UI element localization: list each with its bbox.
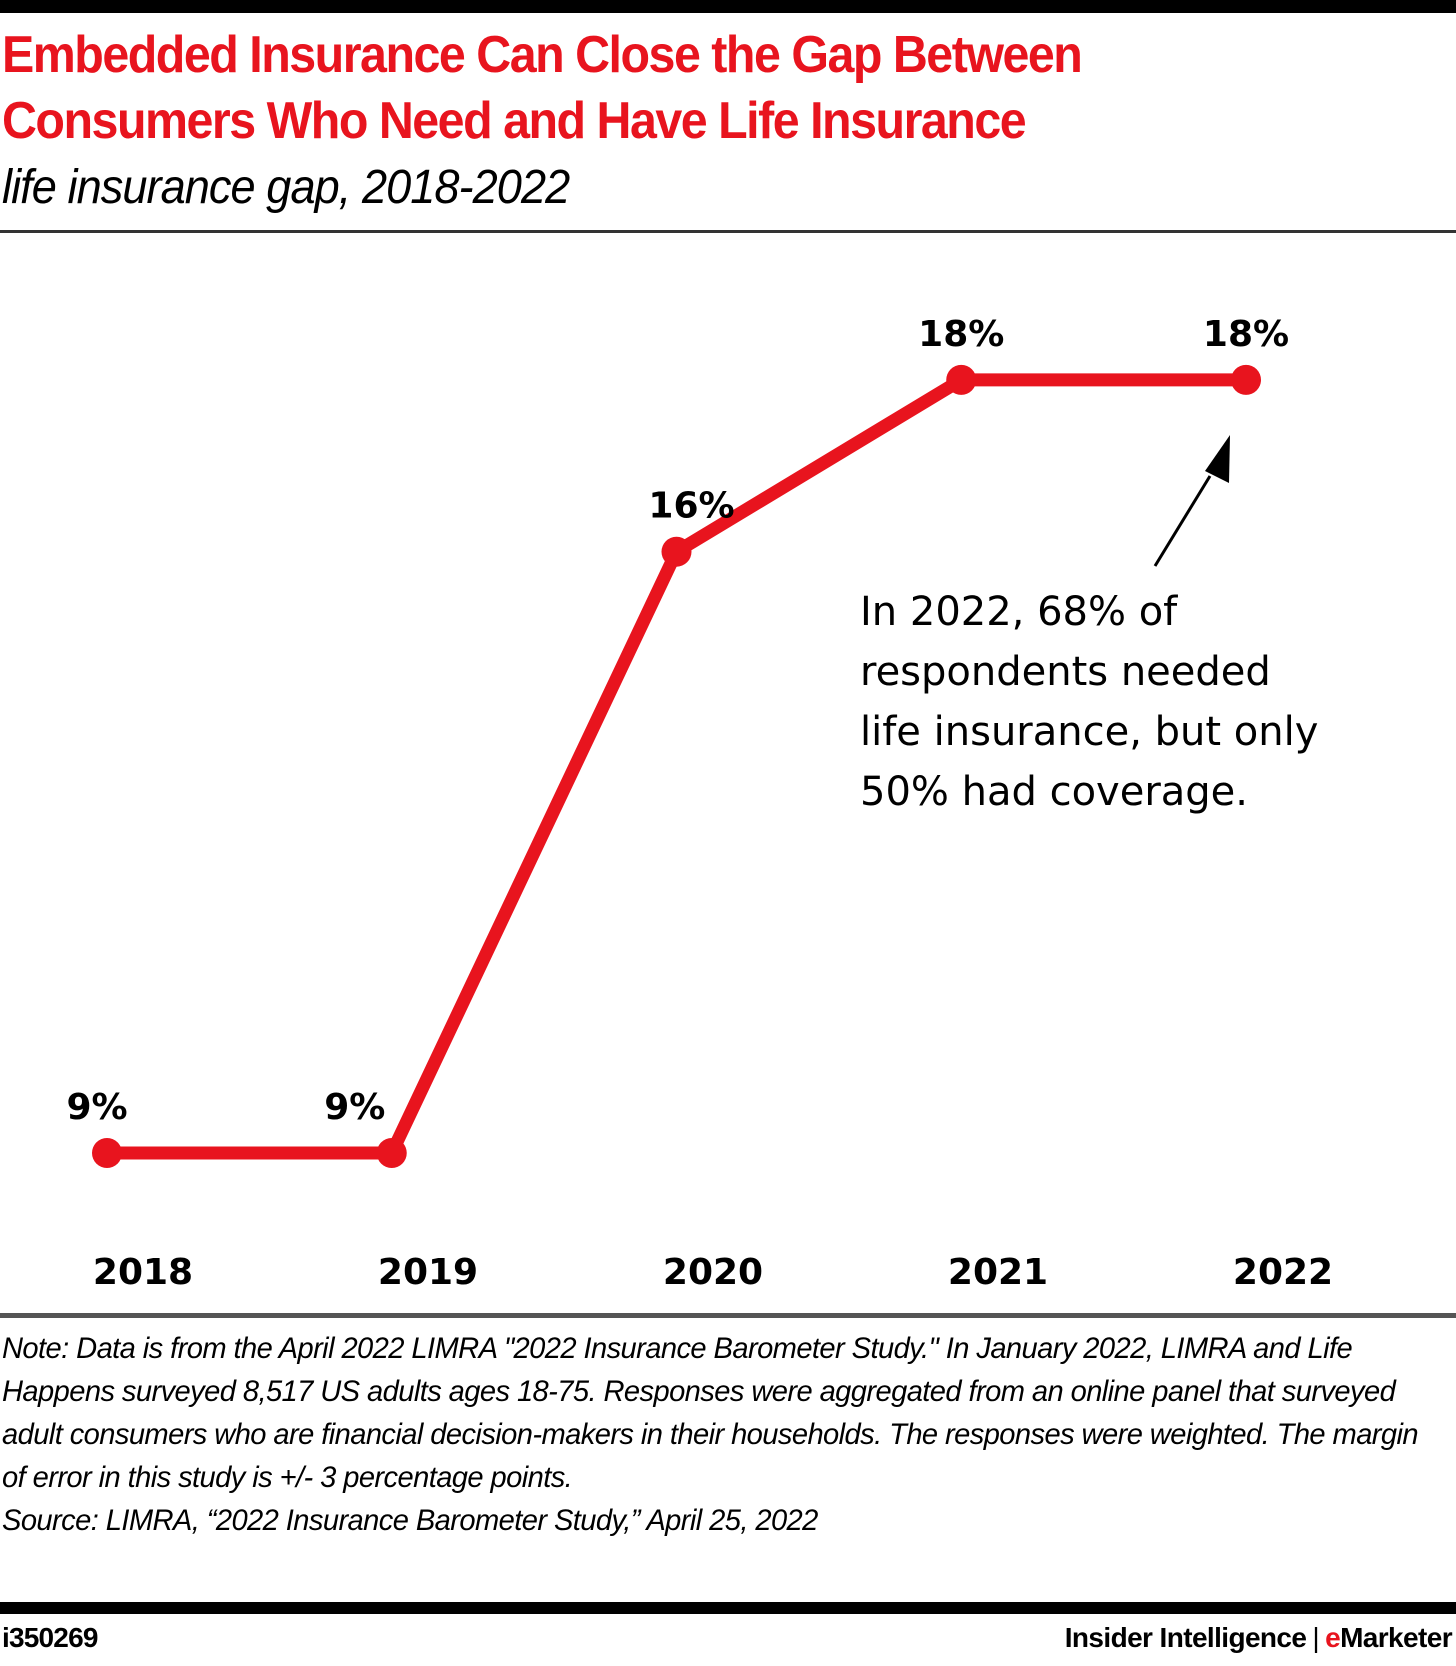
brand-accent-letter: e: [1325, 1622, 1341, 1653]
data-label: 9%: [66, 1087, 127, 1128]
brand-secondary: Marketer: [1340, 1622, 1453, 1653]
x-tick-label: 2019: [378, 1252, 478, 1293]
data-label: 9%: [324, 1087, 385, 1128]
note-text: Note: Data is from the April 2022 LIMRA …: [2, 1332, 1419, 1494]
chart-subtitle: life insurance gap, 2018-2022: [2, 161, 570, 214]
x-tick-label: 2022: [1233, 1252, 1333, 1293]
data-label: 18%: [1203, 314, 1289, 355]
brand-primary: Insider Intelligence: [1064, 1622, 1307, 1653]
x-tick-label: 2018: [93, 1252, 193, 1293]
source-text: Source: LIMRA, “2022 Insurance Barometer…: [2, 1504, 818, 1537]
data-point: [92, 1138, 122, 1168]
data-point: [376, 1138, 407, 1168]
brand-logo: Insider Intelligence | eMarketer: [1064, 1622, 1453, 1654]
top-rule: [0, 0, 1456, 13]
x-tick-label: 2020: [663, 1252, 763, 1293]
chart-title: Embedded Insurance Can Close the Gap Bet…: [2, 26, 1083, 150]
x-tick-label: 2021: [948, 1252, 1048, 1293]
chart-id: i350269: [2, 1622, 98, 1653]
annotation-arrow-head: [1205, 435, 1230, 483]
chart-divider: [0, 1313, 1456, 1318]
data-label: 18%: [918, 314, 1004, 355]
point-layer: [92, 364, 1261, 1168]
footnote: Note: Data is from the April 2022 LIMRA …: [2, 1327, 1419, 1542]
data-point: [946, 364, 977, 395]
header-divider: [0, 230, 1456, 233]
data-point: [661, 536, 692, 567]
line-chart: 9% 9% 16% 18% 18% 2018 2019 2020 2021 2022: [66, 314, 1333, 1293]
data-label-layer: 9% 9% 16% 18% 18%: [66, 314, 1289, 1128]
data-label: 16%: [648, 486, 734, 527]
brand-separator: |: [1312, 1622, 1320, 1653]
x-axis: 2018 2019 2020 2021 2022: [93, 1252, 1333, 1293]
data-point: [1231, 364, 1261, 395]
annotation-arrow-line: [1153, 475, 1212, 567]
chart-annotation: In 2022, 68% of respondents needed life …: [860, 589, 1319, 815]
annotation-arrow: [1153, 435, 1230, 567]
bottom-rule: [0, 1602, 1456, 1614]
